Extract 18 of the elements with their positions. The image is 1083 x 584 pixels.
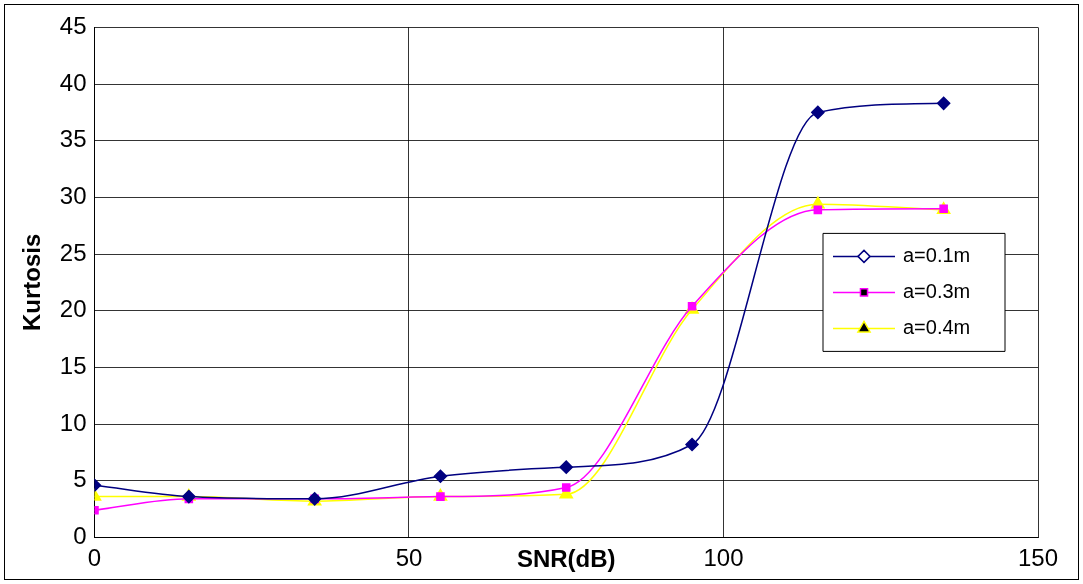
y-tick-label: 40	[59, 68, 87, 96]
y-tick-label: 25	[59, 238, 87, 266]
legend-label: a=0.1m	[903, 243, 971, 266]
legend-label: a=0.4m	[903, 315, 971, 338]
legend-label: a=0.3m	[903, 279, 971, 302]
y-tick-label: 20	[59, 295, 87, 323]
x-tick-label: 150	[1017, 544, 1059, 572]
y-tick-label: 0	[73, 522, 87, 550]
x-tick-label: 50	[395, 544, 423, 572]
x-axis-title: SNR(dB)	[516, 545, 616, 573]
y-tick-label: 10	[59, 408, 87, 436]
y-tick-label: 15	[59, 352, 87, 380]
y-axis-title: Kurtosis	[18, 233, 46, 332]
x-tick-label: 100	[703, 544, 744, 572]
y-tick-label: 45	[59, 12, 87, 40]
y-tick-label: 30	[59, 182, 87, 210]
y-tick-label: 35	[59, 125, 87, 153]
y-tick-label: 5	[73, 465, 87, 493]
